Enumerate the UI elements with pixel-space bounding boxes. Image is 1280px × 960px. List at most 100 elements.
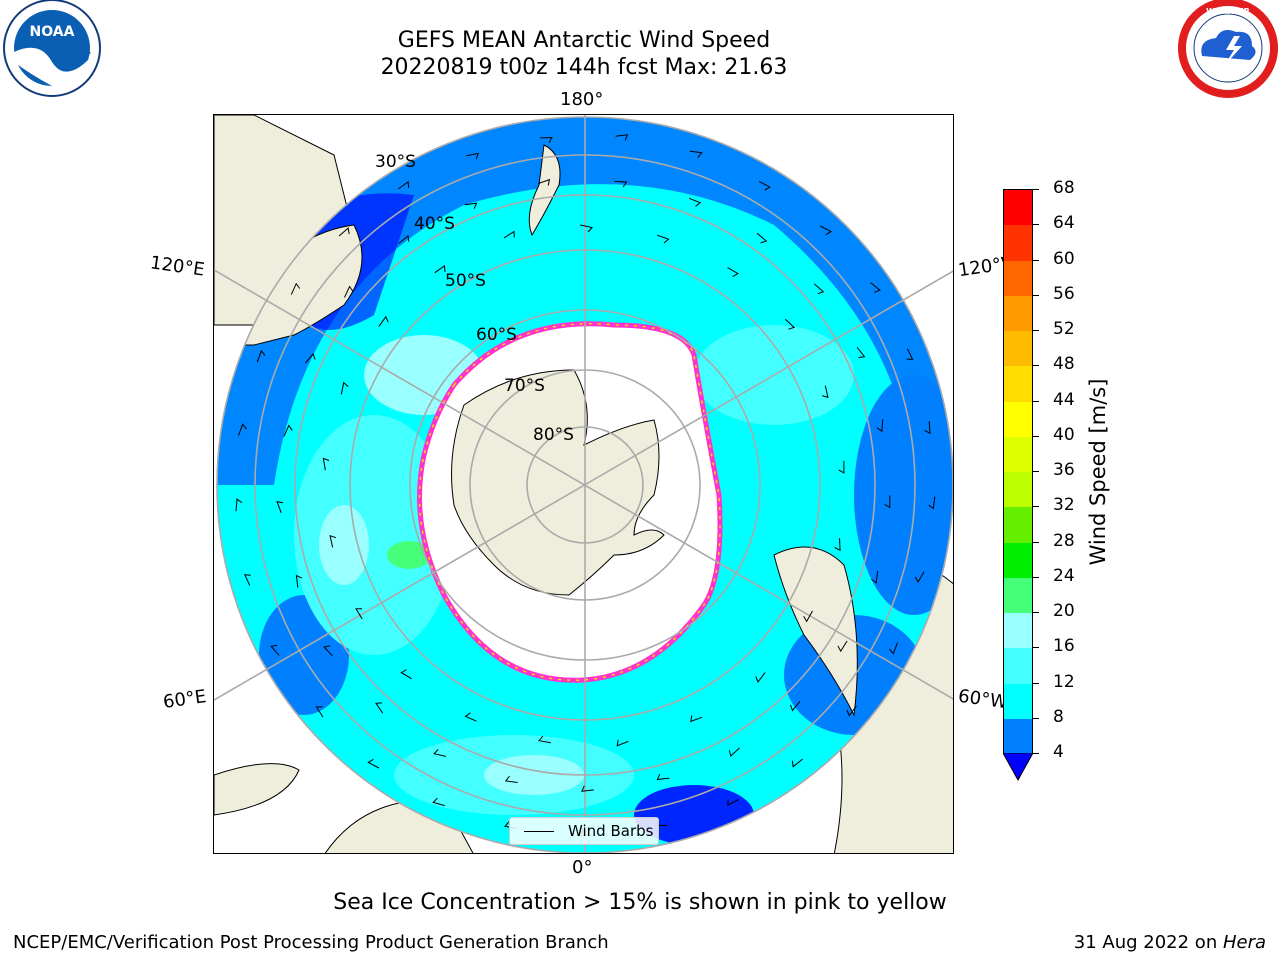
wind-barb: [876, 419, 884, 433]
wind-barb: [504, 775, 518, 783]
wind-barb: [283, 424, 293, 437]
colorbar-tick-mark: [1033, 365, 1039, 367]
colorbar-segment: [1004, 190, 1032, 226]
wind-barb: [243, 574, 251, 586]
colorbar-tick-mark: [1033, 224, 1039, 226]
noaa-text: NOAA: [30, 24, 75, 40]
wind-barb: [834, 538, 841, 552]
wind-barb: [758, 180, 771, 191]
wind-barb: [295, 574, 303, 588]
colorbar-tick-mark: [1033, 753, 1039, 754]
colorbar-tick-label: 28: [1053, 530, 1075, 551]
wind-barb: [537, 178, 551, 186]
wind-barb: [329, 534, 336, 548]
wind-barb: [846, 705, 857, 717]
wind-barb: [290, 282, 301, 295]
colorbar-tick-mark: [1033, 330, 1039, 331]
wind-barb: [322, 457, 330, 471]
wind-barb: [688, 197, 702, 207]
lat-label-70s: 70°S: [504, 376, 545, 396]
wind-barb: [256, 349, 266, 363]
colorbar-segment: [1004, 683, 1032, 720]
wind-barb: [837, 640, 848, 653]
colorbar-segment: [1004, 436, 1032, 473]
wind-barb: [871, 570, 879, 584]
footer-left: NCEP/EMC/Verification Post Processing Pr…: [13, 932, 609, 953]
wind-barb: [755, 672, 766, 684]
wind-barb: [838, 460, 845, 474]
wind-barb: [434, 264, 446, 274]
lon-label-top: 180°: [560, 89, 604, 110]
wind-barb: [344, 285, 354, 298]
colorbar-segment: [1004, 331, 1032, 367]
lon-label-bottom: 0°: [572, 857, 593, 878]
wind-barb: [689, 150, 703, 158]
colorbar-extend-arrow: [1003, 753, 1033, 781]
colorbar-tick-label: 4: [1053, 742, 1064, 762]
colorbar-tick-label: 24: [1053, 565, 1075, 586]
polar-map: [213, 114, 954, 854]
wind-barb: [432, 797, 445, 807]
wind-barb: [914, 571, 925, 584]
chart-subtitle: 20220819 t00z 144h fcst Max: 21.63: [380, 55, 788, 80]
wind-barb: [889, 642, 899, 655]
colorbar-tick-mark: [1033, 471, 1039, 472]
colorbar-tick-mark: [1033, 294, 1039, 296]
legend-line-swatch: [524, 830, 554, 832]
wind-barb: [928, 496, 936, 510]
colorbar-tick-label: 8: [1053, 706, 1064, 727]
wind-barb: [615, 134, 629, 141]
lat-label-60s: 60°S: [476, 325, 517, 345]
colorbar-tick-mark: [1033, 435, 1039, 437]
lon-label-left-lower: 60°E: [161, 686, 208, 713]
footer-right: 31 Aug 2022 on Hera: [1074, 932, 1266, 953]
wind-barb: [856, 346, 866, 358]
wind-barb: [884, 495, 891, 509]
footer-date: 31 Aug 2022 on: [1073, 932, 1223, 953]
noaa-logo: NOAA: [0, 0, 104, 104]
wind-barb: [398, 180, 410, 190]
colorbar-tick-label: 32: [1053, 495, 1075, 516]
wind-barb: [924, 421, 931, 435]
wind-barb: [614, 180, 628, 188]
lon-label-left-upper: 120°E: [148, 252, 206, 281]
colorbar-segment: [1004, 577, 1032, 614]
colorbar-tick-mark: [1033, 717, 1039, 719]
wind-barb: [820, 225, 832, 236]
wind-barb: [727, 267, 739, 278]
colorbar-segment: [1004, 613, 1032, 649]
colorbar-segment: [1004, 718, 1032, 755]
wind-barb: [822, 385, 829, 399]
wind-barb: [338, 227, 350, 237]
wind-barb: [870, 282, 881, 293]
wind-barb: [906, 348, 914, 361]
wind-barb: [355, 608, 363, 620]
wind-barb: [727, 799, 739, 807]
colorbar-tick-label: 60: [1053, 248, 1075, 269]
wind-barb: [539, 136, 553, 144]
wind-barb: [235, 498, 243, 512]
colorbar-tick-mark: [1033, 576, 1039, 578]
colorbar-tick-label: 16: [1053, 636, 1075, 657]
colorbar-segment: [1004, 472, 1032, 508]
wind-barb: [538, 735, 551, 744]
colorbar-segment: [1004, 401, 1032, 438]
lat-label-40s: 40°S: [414, 214, 455, 234]
wind-barb: [305, 352, 316, 364]
colorbar-tick-label: 56: [1053, 283, 1075, 304]
wind-barb: [657, 234, 670, 244]
legend-label: Wind Barbs: [568, 822, 654, 840]
nws-logo: WEATHER: [1176, 0, 1280, 104]
wind-barb: [784, 318, 796, 330]
colorbar-tick-mark: [1033, 506, 1039, 508]
colorbar-segment: [1004, 542, 1032, 579]
colorbar-tick-mark: [1033, 647, 1039, 649]
caption: Sea Ice Concentration > 15% is shown in …: [333, 890, 947, 915]
wind-barb: [656, 773, 670, 781]
wind-barb: [690, 715, 703, 723]
wind-barb: [813, 283, 825, 295]
colorbar-label: Wind Speed [m/s]: [1086, 378, 1110, 566]
colorbar: [1003, 189, 1033, 755]
colorbar-tick-mark: [1033, 400, 1039, 402]
wind-barb: [375, 702, 384, 714]
